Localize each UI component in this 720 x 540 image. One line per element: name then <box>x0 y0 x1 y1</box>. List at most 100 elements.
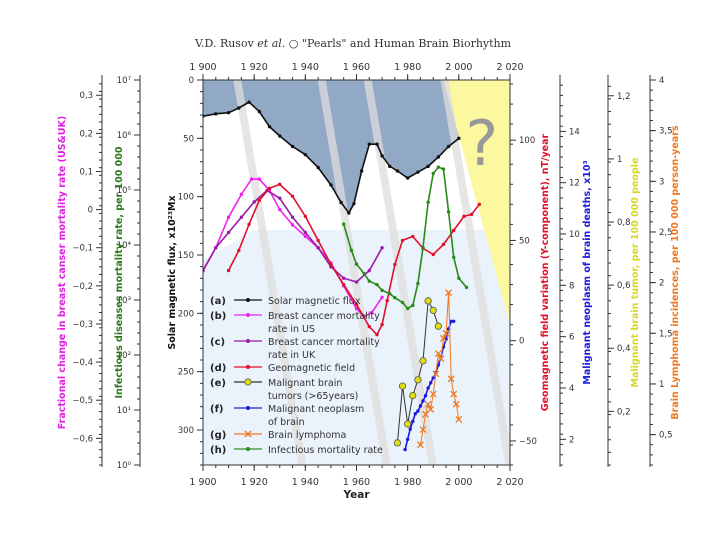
axis-tick-label-brain-tumor: 0,8 <box>617 218 631 228</box>
legend-swatch-marker <box>246 339 250 343</box>
legend-swatch-marker <box>244 430 252 438</box>
data-point-f <box>403 447 407 452</box>
data-point-a <box>226 110 231 115</box>
marker-stroke <box>450 390 458 398</box>
axis-tick-label-infectious: 10¹ <box>117 406 131 416</box>
axis-tick-label-geomagnetic: 0 <box>519 337 524 347</box>
axis-tick-label-lymphoma: 1,5 <box>659 329 673 339</box>
axis-title-solar-flux: Solar magnetic flux, x10²³Mx <box>167 195 178 349</box>
data-point-a <box>359 169 364 173</box>
data-point-h <box>380 288 384 293</box>
data-point-h <box>436 165 441 169</box>
marker-stroke <box>445 289 453 297</box>
legend-tag: (e) <box>210 378 226 389</box>
axis-tick-label-lymphoma: 3,5 <box>659 127 673 137</box>
legend-entry-f: (f) Malignant neoplasm of brain <box>210 404 364 428</box>
axis-tick-label-brain-tumor: 0,4 <box>617 344 631 354</box>
header-etal: et al. <box>257 37 286 50</box>
axis-title-breast-cancer: Fractional change in breast canser morta… <box>57 116 68 429</box>
question-mark: ? <box>465 107 498 180</box>
data-point-a <box>426 164 430 169</box>
data-point-g <box>419 426 427 433</box>
axis-tick-label-brain-tumor: 1 <box>617 155 622 165</box>
axis-tick-label-solar-flux: 0 <box>189 76 194 86</box>
data-point-d <box>267 186 272 190</box>
paper-header: V.D. Rusov et al. ○ "Pearls" and Human B… <box>195 37 511 50</box>
data-point-h <box>421 245 425 250</box>
data-point-h <box>367 279 371 283</box>
data-point-a <box>329 183 333 187</box>
axis-title-brain-tumor: Malignant brain tumor, per 100 000 peopl… <box>630 158 641 388</box>
data-point-h <box>405 306 410 311</box>
x-tick-label-top: 2 020 <box>496 62 523 73</box>
data-point-a <box>457 136 461 141</box>
axis-tick-label-lymphoma: 3 <box>659 177 664 187</box>
diagonal-band <box>233 80 307 465</box>
data-point-g <box>455 415 463 423</box>
data-point-d <box>303 214 308 219</box>
data-point-d <box>367 324 371 329</box>
legend-entry-b: (b) Breast cancer mortality rate in US <box>210 311 380 335</box>
series-g <box>416 289 463 449</box>
x-tick-label-top: 1 940 <box>292 62 319 73</box>
axis-tick-label-brain-tumor: 0,2 <box>617 407 631 417</box>
data-point-a <box>367 142 371 146</box>
data-point-f <box>428 381 433 385</box>
legend-entry-h: (h) Infectious mortality rate <box>210 445 383 456</box>
data-point-e <box>424 297 432 305</box>
data-point-b <box>257 177 261 181</box>
data-point-d <box>278 182 282 186</box>
data-point-g <box>437 355 445 363</box>
data-point-d <box>431 252 435 257</box>
x-tick-label-bottom: 1 900 <box>189 477 216 488</box>
data-point-c <box>316 246 320 250</box>
axis-tick-label-geomagnetic: 100 <box>519 136 535 146</box>
legend-entry-c: (c) Breast cancer mortality rate in UK <box>210 337 380 361</box>
axis-tick-label-infectious: 10⁶ <box>117 131 132 141</box>
axis-tick-label-solar-flux: 50 <box>183 134 194 144</box>
data-point-f <box>421 399 425 403</box>
series-e <box>393 297 442 447</box>
legend-tag: (b) <box>210 311 226 322</box>
series-h <box>342 165 469 311</box>
data-point-h <box>464 285 469 290</box>
marker-stroke <box>452 400 460 408</box>
data-point-a <box>257 109 261 114</box>
x-tick-label-bottom: 1 960 <box>343 477 370 488</box>
data-point-f <box>408 427 412 431</box>
data-point-g <box>416 441 424 449</box>
marker-stroke <box>419 426 427 433</box>
data-point-h <box>426 200 430 204</box>
data-point-c <box>278 196 282 200</box>
axis-tick-label-infectious: 10² <box>117 351 131 361</box>
data-point-a <box>416 170 420 174</box>
data-point-d <box>400 238 405 243</box>
axis-title-infectious: Infectious diseases mortality rate, per … <box>114 146 125 398</box>
data-point-b <box>226 215 231 219</box>
axis-tick-label-breast-cancer: −0,3 <box>72 320 93 330</box>
axis-tick-label-neoplasm: 14 <box>569 127 580 137</box>
data-point-g <box>422 410 430 418</box>
data-point-b <box>249 177 254 181</box>
x-tick-label-top: 2 000 <box>445 62 472 73</box>
data-point-h <box>388 292 392 296</box>
legend-label: tumors (>65years) <box>268 391 358 402</box>
data-point-g <box>452 400 460 408</box>
marker-stroke <box>427 405 435 413</box>
data-point-f <box>452 319 456 323</box>
data-point-g <box>427 405 435 413</box>
data-point-c <box>214 246 218 250</box>
data-point-g <box>445 289 453 297</box>
data-point-f <box>449 319 453 323</box>
data-point-e <box>429 306 437 314</box>
data-point-a <box>267 124 272 129</box>
data-point-d <box>477 202 481 207</box>
data-point-a <box>290 144 295 149</box>
data-point-d <box>380 322 384 327</box>
axis-tick-label-breast-cancer: 0,2 <box>79 129 93 139</box>
x-tick-label-bottom: 2 020 <box>496 477 523 488</box>
axis-tick-label-brain-tumor: 0,6 <box>617 281 631 291</box>
axis-tick-label-brain-tumor: 1,2 <box>617 92 631 102</box>
data-point-h <box>362 272 366 276</box>
